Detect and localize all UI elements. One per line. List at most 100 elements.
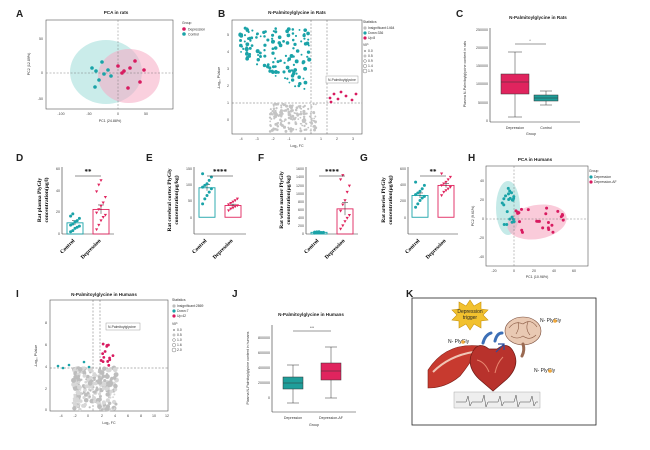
panel-i-points <box>56 342 119 412</box>
panel-b-ylabel: -Log₁₀ PValue <box>217 67 221 89</box>
insignificant-point <box>86 374 90 379</box>
panel-i-legend-up: Up:42 <box>177 314 186 318</box>
down-point <box>276 70 280 74</box>
panel-e-sig: **** <box>213 168 228 176</box>
panel-k-label-left-dot <box>461 340 465 344</box>
insignificant-point <box>78 407 82 412</box>
down-point <box>306 31 310 36</box>
panel-d-ytick: 20 <box>56 210 60 214</box>
data-point <box>99 204 103 208</box>
panel-h-xtick: 0 <box>513 269 515 273</box>
data-point <box>77 224 81 228</box>
insignificant-point <box>297 113 301 116</box>
down-point <box>303 87 306 90</box>
panel-g-ytick: 400 <box>400 183 406 187</box>
panel-b-xtick: 3 <box>352 137 354 141</box>
data-point <box>446 187 450 191</box>
insignificant-point <box>273 108 275 111</box>
panel-b-vip: 0.9 <box>368 59 373 63</box>
data-point <box>416 202 420 206</box>
control-point <box>97 78 101 82</box>
panel-g-letter: G <box>360 153 368 164</box>
data-point <box>440 172 444 176</box>
depression-af-point <box>550 223 554 227</box>
depression-af-point <box>561 218 565 222</box>
data-point <box>201 202 205 206</box>
data-point <box>345 216 349 220</box>
insignificant-point <box>75 397 80 402</box>
panel-j-letter: J <box>232 289 238 300</box>
insignificant-point <box>71 377 77 383</box>
up-point <box>103 350 107 353</box>
insignificant-point <box>290 107 293 110</box>
depression-point <box>508 189 512 193</box>
panel-j-xtick: Depression <box>284 416 302 420</box>
panel-f-ytick: 800 <box>298 200 304 204</box>
panel-g: G ** 600 400 200 0 Control Depression Ra… <box>360 153 458 261</box>
down-point <box>298 81 302 86</box>
depression-point <box>120 71 124 75</box>
heart-vessels <box>481 331 504 345</box>
insignificant-point <box>84 385 86 387</box>
up-point <box>354 92 358 96</box>
insignificant-point <box>300 107 303 110</box>
down-point <box>266 38 270 42</box>
panel-h-xtick: -20 <box>491 269 496 273</box>
panel-f: F **** 1600 1400 1200 1000 800 600 400 2… <box>258 153 358 261</box>
insignificant-point <box>279 111 284 115</box>
down-point <box>282 40 285 43</box>
panel-i-ytick: 2 <box>45 387 47 391</box>
up-point <box>108 358 112 362</box>
panel-c-title: N-Palmitoylglycine in Rats <box>509 15 567 20</box>
depression-point <box>512 220 516 224</box>
panel-i-vip-marker <box>172 343 176 347</box>
panel-k-trigger-line2: trigger <box>463 315 478 321</box>
panel-d: D ** 60 40 20 0 Control Depression Rat p… <box>16 153 114 261</box>
insignificant-point <box>103 379 107 383</box>
data-point <box>101 216 105 219</box>
insignificant-point <box>274 122 278 126</box>
insignificant-point <box>303 118 307 122</box>
panel-b-vip: 0.5 <box>368 54 373 58</box>
insignificant-point <box>106 406 110 409</box>
panel-d-ylabel: concentration(μg/l) <box>43 177 50 222</box>
insignificant-point <box>314 115 317 118</box>
panel-b-xlabel: Log₂ FC <box>290 144 304 148</box>
heart-illustration <box>469 331 517 392</box>
panel-i-xtick: 2 <box>101 414 103 418</box>
data-point <box>103 195 107 199</box>
insignificant-point <box>93 378 96 382</box>
insignificant-point <box>272 128 275 131</box>
panel-i-vip-title: VIP <box>172 322 178 326</box>
data-point <box>101 201 105 205</box>
down-point <box>286 77 289 80</box>
insignificant-point <box>280 106 283 109</box>
brain-folds <box>508 321 538 339</box>
insignificant-point <box>312 102 315 106</box>
down-point <box>289 54 294 58</box>
data-point <box>442 182 446 186</box>
panel-d-ytick: 0 <box>58 232 60 236</box>
panel-h-xtick: 40 <box>552 269 556 273</box>
insignificant-point <box>287 127 291 131</box>
down-point <box>288 81 291 84</box>
panel-c-ytick: 50000 <box>478 101 488 105</box>
panel-b-xtick: -3 <box>255 137 258 141</box>
down-point <box>243 34 247 37</box>
panel-j-xlabel: Group <box>309 423 319 427</box>
panel-j-ytick: 0 <box>268 396 270 400</box>
panel-b-legend-up-marker <box>363 36 367 40</box>
depression-point <box>133 59 137 63</box>
depression-point <box>500 201 504 205</box>
panel-b-vip: 1.4 <box>368 64 373 68</box>
panel-k-trigger-burst <box>451 299 489 331</box>
insignificant-point <box>93 390 97 394</box>
panel-i-vip: 0.0 <box>177 328 182 332</box>
insignificant-point <box>84 380 88 384</box>
data-point <box>347 213 351 217</box>
panel-d-marks <box>66 179 110 235</box>
insignificant-point <box>302 115 306 119</box>
panel-c-xtick: Depression <box>506 126 524 130</box>
panel-e-ytick: 50 <box>188 199 192 203</box>
